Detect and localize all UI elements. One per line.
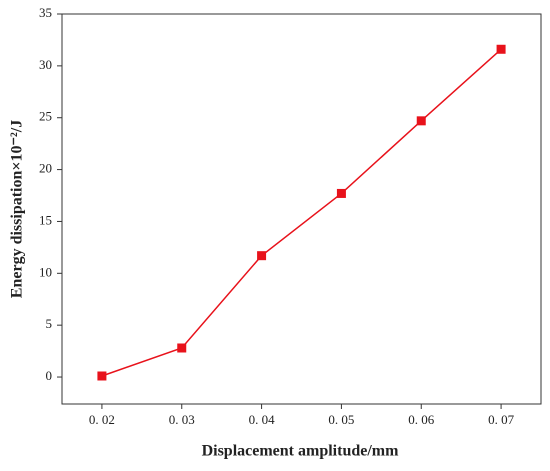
- x-tick-label: 0. 06: [408, 412, 435, 427]
- line: [101, 48, 502, 377]
- x-tick-label: 0. 07: [488, 412, 515, 427]
- marker: [416, 116, 426, 126]
- y-tick-label: 30: [39, 57, 52, 72]
- marker: [496, 44, 506, 54]
- y-tick-label: 25: [39, 109, 52, 124]
- x-tick-label: 0. 02: [89, 412, 115, 427]
- y-axis-title: Energy dissipation×10⁻²/J: [9, 120, 26, 298]
- y-tick-label: 35: [39, 5, 52, 20]
- y-tick-label: 0: [46, 368, 53, 383]
- y-tick-label: 20: [39, 161, 52, 176]
- marker: [257, 251, 267, 261]
- x-axis-title: Displacement amplitude/mm: [202, 443, 400, 460]
- marker: [97, 371, 107, 381]
- marker: [177, 343, 187, 353]
- x-tick-label: 0. 04: [249, 412, 276, 427]
- marker: [336, 188, 346, 198]
- y-tick-label: 5: [46, 316, 53, 331]
- x-tick-label: 0. 05: [328, 412, 354, 427]
- y-tick-label: 15: [39, 212, 52, 227]
- plot-frame: [61, 13, 542, 405]
- x-tick-label: 0. 03: [169, 412, 195, 427]
- y-tick-label: 10: [39, 264, 52, 279]
